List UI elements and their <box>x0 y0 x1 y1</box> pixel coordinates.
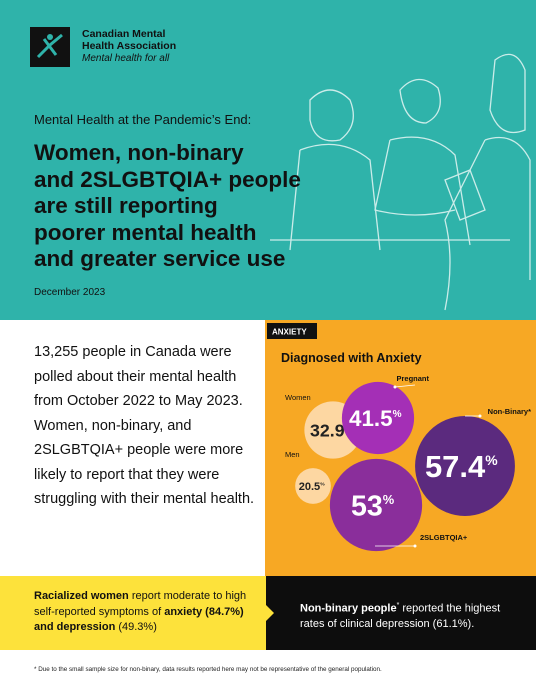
date: December 2023 <box>34 287 106 298</box>
bubble-value: 20.5% <box>299 481 326 493</box>
title-line: are still reporting <box>34 193 218 218</box>
value-unit: % <box>485 452 498 468</box>
org-name: Canadian Mental <box>82 28 166 40</box>
tag: ANXIETY <box>272 328 307 337</box>
value-number: 53 <box>351 490 383 522</box>
callout-left: Racialized women report moderate to high… <box>34 589 254 636</box>
value-number: 41.5 <box>349 406 393 431</box>
logo <box>30 27 70 67</box>
bubble-value: 57.4% <box>425 449 498 484</box>
anxiety-panel: ANXIETY Diagnosed with Anxiety 32.9% Wome… <box>265 320 536 576</box>
bubble <box>415 416 515 516</box>
leader-dot <box>413 544 417 548</box>
bubble-label: Pregnant <box>396 374 429 383</box>
value-unit: % <box>393 409 402 420</box>
bubble <box>295 468 331 504</box>
callout-right-box: Non-binary people* reported the highest … <box>266 576 536 650</box>
bubble-label: Non-Binary* <box>488 407 531 416</box>
bubble-label: Men <box>285 450 300 459</box>
callout-text: Non-binary people <box>300 602 397 615</box>
callout-text: reported the highest rates of clinical d… <box>300 602 501 631</box>
value-number: 57.4 <box>425 449 486 484</box>
org-name: Health Association <box>82 40 177 52</box>
title-line: and 2SLGBTQIA+ people <box>34 166 301 192</box>
value-number: 32.9 <box>310 420 345 440</box>
value-unit: % <box>383 492 395 507</box>
callout-text: * <box>396 602 400 609</box>
footnote: * Due to the small sample size for non-b… <box>34 666 382 673</box>
tag-bg <box>267 323 317 339</box>
bubble-value: 53% <box>351 490 395 522</box>
leader-dot <box>478 414 482 418</box>
illustration <box>270 53 531 311</box>
bubble <box>341 381 415 455</box>
title: Women, non-binary and 2SLGBTQIA+ people ar… <box>34 140 334 273</box>
intro-text: 13,255 people in Canada were polled abou… <box>34 344 255 507</box>
title-line: and greater service use <box>34 246 286 271</box>
header-section: Canadian Mental Health Association Menta… <box>0 0 536 320</box>
arrow <box>264 603 274 623</box>
leader-dot <box>393 385 397 389</box>
callout-text: (49.3%) <box>115 621 157 633</box>
leader-line <box>394 384 416 388</box>
bubble-value: 41.5% <box>349 406 402 431</box>
callout-text: anxiety (84.7%) and depression <box>34 605 244 634</box>
bubble-label: Women <box>285 393 311 402</box>
bubble-chart: ANXIETY Diagnosed with Anxiety 32.9% Wome… <box>267 323 531 552</box>
bubble <box>329 458 423 552</box>
callout-text: report moderate to high self-reported sy… <box>34 590 247 618</box>
bubble-label: 2SLGBTQIA+ <box>420 533 468 542</box>
tagline: Mental health for all <box>82 53 170 64</box>
callout-right: Non-binary people* reported the highest … <box>300 598 525 633</box>
title-line: poorer mental health <box>34 219 257 245</box>
value-number: 20.5 <box>299 481 321 493</box>
value-unit: % <box>320 482 325 488</box>
callout-text: Racialized women <box>34 590 129 602</box>
callout-left-box: Racialized women report moderate to high… <box>0 576 266 650</box>
title-line: Women, non-binary <box>34 140 244 165</box>
panel-heading: Diagnosed with Anxiety <box>281 351 422 365</box>
kicker: Mental Health at the Pandemic’s End: <box>34 112 252 127</box>
